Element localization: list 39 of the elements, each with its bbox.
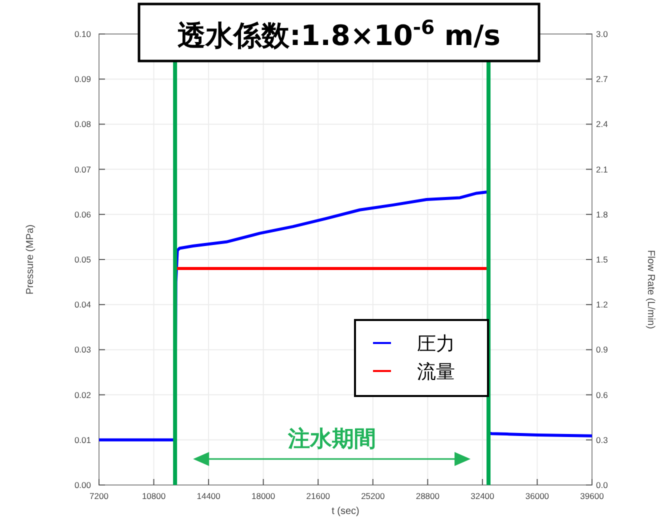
- y-tick-label: 0.03: [74, 344, 92, 355]
- y-tick-label: 0.08: [74, 119, 92, 130]
- y2-tick-label: 3.0: [596, 29, 608, 39]
- y-tick-label: 0.06: [74, 209, 92, 220]
- chart-title: 透水係数:1.8×10$^{-6}$ m/s: [178, 16, 500, 52]
- y-tick-label: 0.05: [74, 254, 92, 264]
- x-tick-label: 39600: [580, 491, 604, 501]
- y-tick-label: 0.00: [74, 480, 92, 490]
- y-tick-label: 0.10: [74, 29, 92, 39]
- y2-tick-label: 1.8: [596, 209, 608, 220]
- legend-label: 流量: [417, 361, 455, 383]
- annotation: 注水期間: [286, 426, 376, 452]
- y2-tick-label: 1.2: [596, 300, 608, 310]
- y-tick-label: 0.01: [74, 434, 92, 445]
- y-tick-label: 0.04: [74, 300, 92, 310]
- y2-tick-label: 0.9: [596, 344, 608, 355]
- x-tick-label: 25200: [361, 491, 385, 501]
- y2-tick-label: 2.1: [596, 164, 608, 174]
- x-tick-label: 32400: [470, 491, 495, 501]
- y-tick-label: 0.07: [74, 164, 92, 174]
- y2-tick-label: 0.3: [596, 434, 608, 445]
- y2-tick-label: 1.5: [596, 254, 608, 264]
- legend-label: 圧力: [417, 333, 455, 355]
- y2-tick-label: 0.6: [596, 390, 608, 400]
- y2-axis-title: Flow Rate (L/min): [645, 250, 656, 329]
- y2-tick-label: 2.7: [596, 74, 608, 84]
- y-tick-label: 0.02: [74, 390, 92, 400]
- x-tick-label: 7200: [90, 491, 109, 501]
- y2-tick-label: 2.4: [596, 119, 608, 130]
- x-tick-label: 10800: [142, 491, 166, 501]
- x-tick-label: 28800: [416, 491, 440, 501]
- y-axis-title: Pressure (MPa): [25, 224, 36, 295]
- x-tick-label: 14400: [196, 491, 221, 501]
- x-tick-label: 18000: [252, 491, 276, 501]
- y-tick-label: 0.09: [74, 74, 92, 84]
- x-tick-label: 36000: [525, 491, 550, 501]
- x-axis-title: t (sec): [332, 506, 360, 517]
- x-tick-label: 21600: [306, 491, 330, 501]
- y2-tick-label: 0.0: [596, 480, 608, 490]
